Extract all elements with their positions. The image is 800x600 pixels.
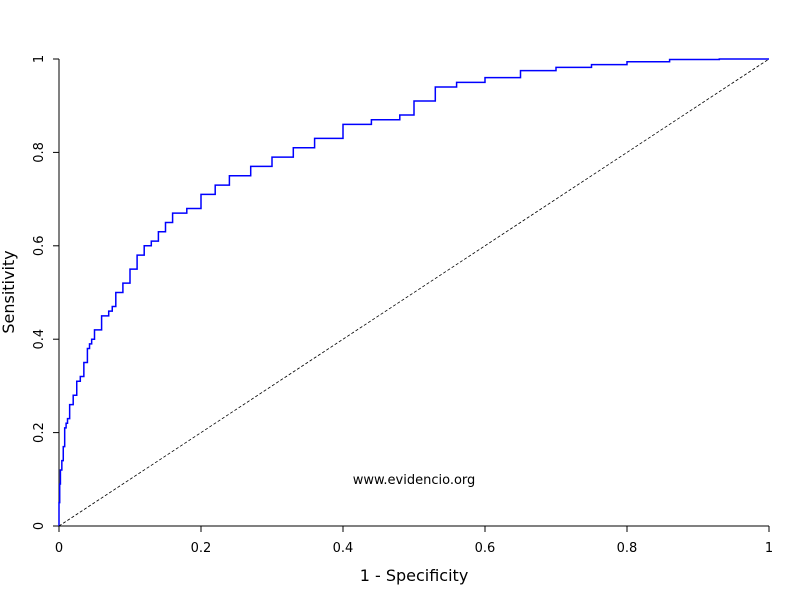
roc-curve-line [58,58,769,526]
reference-diagonal-line [58,58,770,527]
watermark-annotation: www.evidencio.org [353,473,476,488]
series [58,58,770,527]
y-tick-label: 0.8 [32,142,47,163]
x-tick-label: 0.6 [475,541,496,556]
x-axis-title: 1 - Specificity [360,566,469,585]
x-tick-label: 1 [765,541,773,556]
y-tick-label: 0 [32,522,47,530]
x-tick-label: 0 [55,541,63,556]
y-axis-title: Sensitivity [0,250,18,333]
y-tick-label: 0.2 [32,422,47,443]
x-tick-label: 0.4 [333,541,354,556]
x-ticks: 0 0.2 0.4 0.6 0.8 1 [55,526,773,556]
y-tick-label: 0.6 [32,235,47,256]
axes [58,59,769,527]
x-tick-label: 0.8 [617,541,638,556]
y-tick-label: 1 [32,55,47,63]
x-tick-label: 0.2 [191,541,212,556]
y-ticks: 0 0.2 0.4 0.6 0.8 1 [32,55,59,530]
y-tick-label: 0.4 [32,329,47,350]
